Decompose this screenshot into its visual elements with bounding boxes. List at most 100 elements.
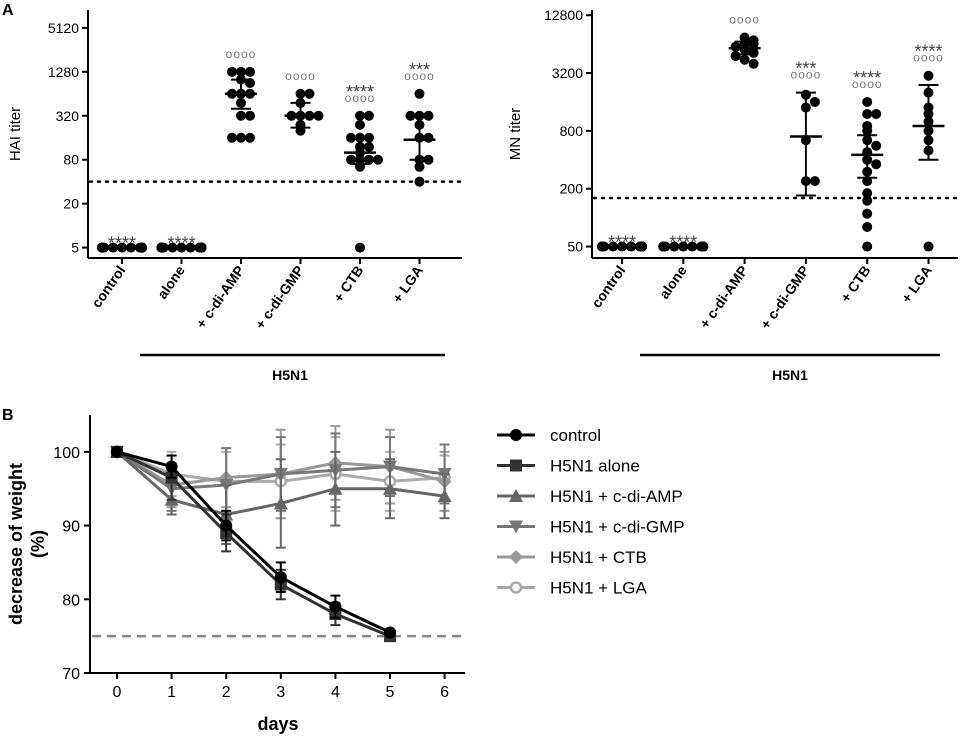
mn-category-label: + c-di-GMP [757, 263, 812, 332]
hai-significance-circles: oooo [226, 47, 257, 61]
mn-data-point [739, 54, 750, 65]
series-h5n1-c-di-amp-point [273, 496, 288, 510]
legend-h5n1-c-di-gmp-marker [509, 520, 523, 534]
hai-titer-chart: 5 20 80 320 1280 5120 HAI titer control **** alon… [7, 10, 464, 383]
series-control-point [384, 626, 396, 639]
mn-significance-circles: oooo [913, 51, 944, 65]
mn-data-point [862, 195, 873, 206]
mn-significance-stars: **** [853, 68, 881, 88]
panel-label-a: A [2, 2, 14, 19]
mn-group-label: H5N1 [772, 367, 808, 383]
weight-x-tick-label: 0 [113, 684, 122, 701]
hai-data-point [364, 154, 374, 165]
series-control-point [274, 571, 287, 584]
mn-data-point [871, 140, 882, 151]
mn-data-point [923, 241, 934, 252]
hai-data-point [245, 110, 255, 121]
mn-data-point [862, 188, 873, 199]
hai-data-point [414, 161, 425, 172]
hai-significance-circles: oooo [404, 69, 435, 83]
legend-h5n1-ctb-marker [509, 550, 523, 564]
hai-category-label: + LGA [389, 263, 426, 306]
series-control-point [111, 445, 123, 458]
panel-label-b: B [2, 407, 14, 424]
weight-y-tick-label: 90 [62, 519, 80, 536]
hai-category-label: + c-di-AMP [193, 263, 248, 332]
mn-data-point [809, 96, 820, 107]
hai-data-point [414, 88, 425, 99]
mn-data-point [698, 241, 709, 252]
legend-control-marker [510, 429, 522, 441]
hai-data-point [97, 242, 107, 253]
mn-y-tick-label: 800 [560, 123, 584, 139]
mn-data-point [923, 70, 934, 81]
series-control-point [220, 519, 233, 532]
mn-y-tick-label: 12800 [544, 7, 583, 23]
legend-h5n1-ctb-label: H5N1 + CTB [550, 548, 647, 567]
hai-data-point [236, 132, 246, 143]
mn-category-label: + CTB [837, 263, 874, 306]
hai-category-label: alone [154, 262, 188, 301]
hai-category-label: + c-di-GMP [252, 263, 307, 332]
hai-y-tick-label: 1280 [48, 64, 79, 80]
mn-data-point [862, 125, 873, 136]
legend-h5n1-lga-label: H5N1 + LGA [550, 579, 648, 598]
hai-data-point [313, 110, 324, 121]
series-control-line [116, 450, 391, 634]
hai-significance-stars: **** [108, 234, 136, 254]
hai-data-point [227, 66, 237, 77]
hai-data-point [414, 176, 425, 187]
hai-category-label: control [88, 263, 128, 311]
weight-y-tick-label: 100 [53, 445, 80, 462]
series-control-point [329, 600, 342, 613]
mn-significance-stars: *** [795, 59, 816, 79]
hai-data-point [346, 154, 356, 165]
mn-category-label: control [588, 263, 628, 311]
mn-data-point [862, 241, 873, 252]
weight-x-tick-label: 6 [440, 684, 449, 701]
hai-data-point [156, 242, 167, 253]
mn-y-tick-label: 3200 [552, 65, 583, 81]
weight-y-axis-label-line1: decrease of weight [6, 463, 26, 625]
hai-data-point [304, 88, 315, 99]
hai-data-point [137, 242, 147, 253]
hai-category-label: + CTB [330, 263, 367, 306]
mn-category-label: + LGA [898, 263, 935, 306]
mn-y-tick-label: 200 [560, 181, 584, 197]
mn-data-point [862, 221, 873, 232]
mn-significance-circles: oooo [791, 68, 822, 82]
mn-data-point [597, 241, 607, 252]
hai-data-point [364, 141, 374, 152]
mn-data-point [748, 58, 759, 69]
series-h5n1-c-di-amp-point [328, 481, 343, 495]
hai-data-point [355, 119, 365, 130]
weight-y-tick-label: 70 [62, 666, 80, 683]
weight-x-tick-label: 3 [276, 684, 285, 701]
series-control-point [165, 460, 178, 473]
legend-control-label: control [550, 426, 601, 445]
weight-x-axis-label: days [257, 714, 298, 734]
hai-significance-stars: **** [346, 82, 374, 102]
hai-data-point [423, 132, 434, 143]
legend-h5n1-lga-marker [509, 581, 523, 594]
mn-y-axis-label: MN titer [507, 108, 524, 161]
hai-y-tick-label: 320 [56, 108, 80, 124]
hai-significance-circles: oooo [285, 69, 316, 83]
weight-y-axis-label-line2: (%) [28, 530, 48, 558]
hai-data-point [236, 110, 246, 121]
mn-data-point [862, 208, 873, 219]
weight-x-tick-label: 1 [167, 684, 176, 701]
weight-x-tick-label: 2 [222, 684, 231, 701]
hai-data-point [245, 66, 255, 77]
legend-h5n1-c-di-amp-marker [509, 489, 523, 502]
series-h5n1-alone-line [116, 450, 391, 638]
series-h5n1-c-di-amp-point [383, 481, 397, 495]
mn-data-point [871, 159, 882, 170]
legend-h5n1-c-di-gmp-label: H5N1 + c-di-GMP [550, 518, 685, 537]
legend-h5n1-alone-marker [510, 459, 522, 472]
mn-data-point [871, 108, 882, 119]
hai-data-point [355, 242, 365, 253]
hai-data-point [227, 132, 237, 143]
hai-significance-stars: *** [409, 60, 430, 80]
